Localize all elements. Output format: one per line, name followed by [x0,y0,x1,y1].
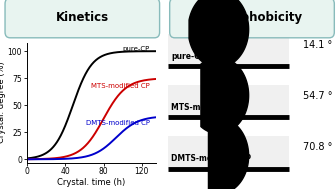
Text: 54.7 °: 54.7 ° [303,91,333,101]
Bar [168,34,289,67]
Text: 70.8 °: 70.8 ° [303,142,333,152]
Text: Kinetics: Kinetics [56,12,109,24]
Polygon shape [189,0,249,68]
X-axis label: Crystal. time (h): Crystal. time (h) [57,178,126,187]
Bar [168,85,289,118]
FancyBboxPatch shape [170,0,334,38]
Polygon shape [201,57,249,134]
Text: pure-CP: pure-CP [171,52,206,60]
Bar [168,136,289,169]
Text: DMTS-modified CP: DMTS-modified CP [171,154,251,163]
Y-axis label: Crystal. degree (%): Crystal. degree (%) [0,62,6,143]
Text: Hydrophobicity: Hydrophobicity [202,12,302,24]
Text: MTS-modified CP: MTS-modified CP [171,103,245,112]
Text: 14.1 °: 14.1 ° [303,40,333,50]
Polygon shape [208,118,249,189]
Text: pure-CP: pure-CP [122,46,150,52]
Text: MTS-modified CP: MTS-modified CP [91,83,150,89]
Text: DMTS-modified CP: DMTS-modified CP [86,119,150,125]
FancyBboxPatch shape [5,0,160,38]
